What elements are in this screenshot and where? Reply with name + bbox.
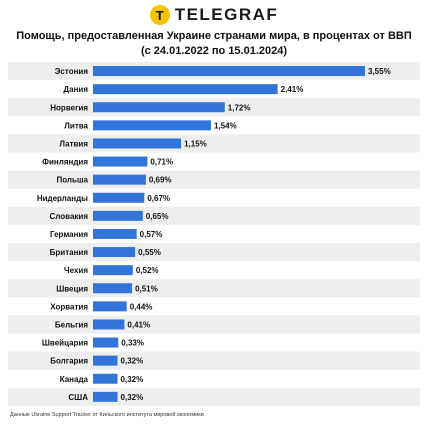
category-label: Польша	[56, 176, 88, 185]
bar	[93, 265, 133, 276]
bar	[93, 156, 148, 167]
value-label: 0,65%	[146, 212, 169, 221]
bar	[93, 228, 137, 239]
value-label: 1,54%	[214, 121, 237, 130]
value-label: 0,33%	[121, 339, 144, 348]
chart-title-line-1: Помощь, предоставленная Украине странами…	[16, 30, 412, 42]
category-label: Чехия	[64, 266, 88, 275]
category-label: Хорватия	[50, 302, 88, 311]
category-label: США	[68, 393, 88, 402]
category-label: Норвегия	[50, 103, 88, 112]
category-label: Канада	[60, 375, 89, 384]
category-label: Латвия	[59, 139, 88, 148]
category-label: Швеция	[56, 284, 88, 293]
value-label: 2,41%	[281, 85, 304, 94]
bar	[93, 337, 119, 348]
bar	[93, 301, 127, 312]
value-label: 0,55%	[138, 248, 161, 257]
value-label: 1,72%	[228, 103, 251, 112]
value-label: 0,32%	[121, 375, 144, 384]
category-label: Швейцария	[42, 339, 88, 348]
bar	[93, 391, 118, 402]
logo-letter: T	[155, 7, 164, 23]
value-label: 0,69%	[149, 176, 172, 185]
category-label: Британия	[50, 248, 89, 257]
category-label: Германия	[50, 230, 88, 239]
bar	[93, 138, 182, 149]
bar	[93, 247, 136, 258]
value-label: 0,41%	[127, 320, 150, 329]
value-label: 0,57%	[140, 230, 163, 239]
value-label: 3,55%	[368, 67, 391, 76]
telegraf-logo-icon: T	[149, 5, 170, 25]
bar	[93, 84, 278, 95]
category-label: Нидерланды	[37, 194, 88, 203]
category-label: Словакия	[50, 212, 89, 221]
bar	[93, 174, 146, 185]
chart-title: Помощь, предоставленная Украине странами…	[0, 29, 428, 59]
value-label: 0,52%	[136, 266, 159, 275]
bar	[93, 373, 118, 384]
category-label: Эстония	[55, 67, 89, 76]
chart-title-line-2: (с 24.01.2022 по 15.01.2024)	[140, 45, 288, 57]
bar	[93, 210, 143, 221]
brand-name: TELEGRAF	[174, 5, 279, 24]
category-label: Дания	[63, 85, 88, 94]
bar	[93, 319, 125, 330]
value-label: 0,32%	[121, 393, 144, 402]
bar	[93, 102, 225, 113]
category-label: Болгария	[50, 357, 88, 366]
bar	[93, 66, 365, 77]
value-label: 0,32%	[121, 357, 144, 366]
category-label: Литва	[64, 121, 88, 130]
value-label: 0,67%	[147, 194, 170, 203]
value-label: 0,44%	[130, 302, 153, 311]
bar	[93, 120, 211, 131]
value-label: 0,71%	[150, 158, 173, 167]
bar	[93, 192, 145, 203]
bar	[93, 283, 133, 294]
category-label: Финляндия	[42, 158, 88, 167]
brand-header: T TELEGRAF	[0, 4, 428, 26]
value-label: 1,15%	[184, 139, 207, 148]
bar	[93, 355, 118, 366]
category-label: Бельгия	[55, 320, 88, 329]
value-label: 0,51%	[135, 284, 158, 293]
source-note: Данные Ukraine Support Tracker от Кильск…	[10, 412, 204, 418]
